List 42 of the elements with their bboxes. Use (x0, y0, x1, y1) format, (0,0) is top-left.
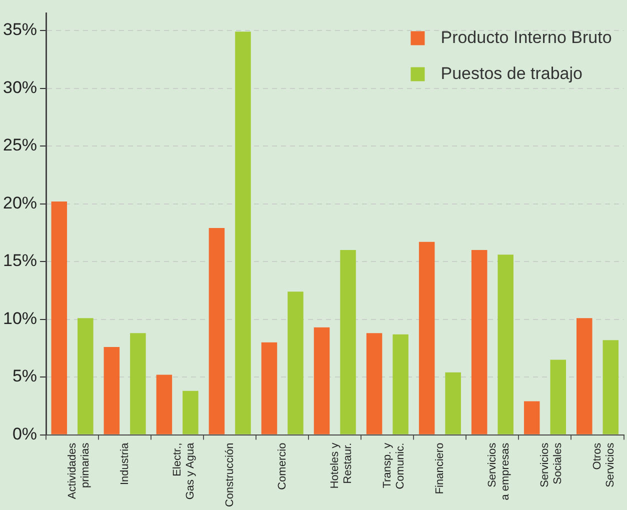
x-tick-label: Financiero (434, 442, 446, 494)
bar (182, 390, 198, 434)
bar (366, 333, 382, 434)
bar (550, 360, 566, 434)
x-tick-label: Servicios a empresas (486, 442, 512, 500)
legend-label: Producto Interno Bruto (440, 28, 612, 47)
bar (602, 340, 619, 434)
y-tick-label: 5% (12, 366, 38, 386)
bar (392, 334, 408, 434)
bar (340, 250, 356, 434)
bar (524, 401, 540, 434)
bar (261, 342, 278, 434)
bar (156, 374, 172, 434)
legend-label: Puestos de trabajo (440, 64, 582, 83)
bar (576, 318, 592, 434)
bar (130, 333, 146, 434)
y-tick-label: 0% (12, 424, 38, 444)
x-tick-label: Transp. y Comunic. (381, 442, 407, 490)
bar (104, 347, 120, 434)
bar (314, 327, 330, 434)
y-tick-label: 10% (2, 308, 38, 328)
x-tick-label: Otros Servicios (592, 442, 617, 488)
y-tick-label: 25% (2, 136, 38, 155)
bar (235, 32, 251, 434)
x-tick-label: Comercio (276, 442, 288, 490)
bar (208, 228, 225, 434)
x-tick-label: Electr., Gas y Agua (171, 442, 197, 500)
bar (51, 201, 68, 434)
y-tick-label: 35% (2, 20, 38, 40)
bar (445, 372, 461, 434)
x-tick-label: Actividades primarias (66, 442, 92, 500)
bar (78, 318, 94, 434)
bar (288, 292, 304, 434)
bar (498, 254, 514, 434)
y-tick-label: 15% (2, 251, 38, 270)
x-tick-label: Hoteles y Restaur. (328, 442, 354, 489)
x-tick-label: Construcción (224, 442, 236, 508)
bar (418, 242, 435, 434)
x-tick-label: Industria (118, 442, 131, 486)
y-tick-label: 20% (2, 193, 38, 212)
y-tick-label: 30% (2, 78, 38, 97)
bar (471, 250, 488, 434)
